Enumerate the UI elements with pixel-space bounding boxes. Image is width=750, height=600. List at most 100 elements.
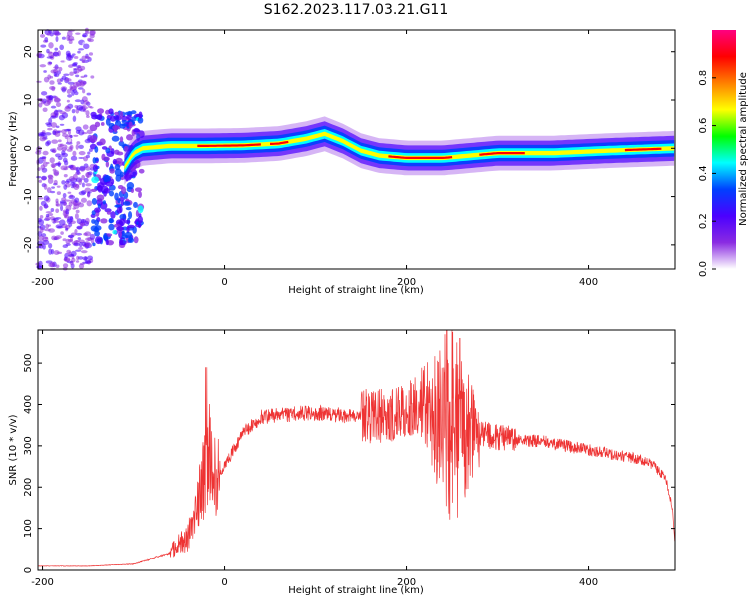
onset-blob: [134, 187, 143, 192]
onset-blob: [101, 146, 108, 150]
onset-blob: [118, 140, 125, 147]
noise-blob: [60, 231, 64, 235]
noise-blob: [68, 195, 76, 200]
noise-blob: [69, 71, 74, 76]
onset-blob: [119, 239, 127, 246]
noise-blob: [47, 127, 53, 131]
onset-blob: [105, 181, 114, 187]
noise-blob: [78, 87, 84, 90]
onset-blob: [108, 218, 115, 224]
spectrogram-ticks: -200 0 200 400 -20 -10 0 10 20: [23, 30, 675, 288]
noise-blob: [36, 265, 44, 269]
noise-blob: [65, 105, 70, 109]
noise-blob: [56, 146, 63, 151]
noise-blob: [76, 169, 80, 175]
noise-blob: [53, 96, 59, 99]
noise-blob: [83, 220, 90, 227]
noise-blob: [59, 111, 67, 115]
onset-blob: [138, 191, 142, 199]
noise-blob: [72, 115, 77, 122]
noise-blob: [86, 200, 93, 207]
noise-blob: [42, 150, 49, 156]
onset-blob: [138, 111, 143, 119]
noise-blob: [84, 55, 91, 59]
noise-blob: [73, 242, 80, 247]
noise-blob: [72, 63, 77, 67]
snr-panel: -200 0 200 400 0 100 200 300 400 500 Height of st…: [8, 329, 676, 596]
noise-blob: [41, 99, 45, 105]
onset-blob: [124, 219, 131, 224]
noise-blob: [59, 44, 65, 51]
snr-ticks: -200 0 200 400 0 100 200 300 400 500: [23, 330, 675, 588]
onset-blob: [105, 161, 110, 168]
noise-blob: [47, 177, 54, 184]
onset-blob: [92, 242, 96, 247]
onset-blob: [91, 176, 99, 184]
noise-blob: [39, 226, 44, 233]
onset-blob: [91, 198, 98, 205]
noise-blob: [72, 150, 77, 157]
noise-blob: [65, 180, 70, 184]
figure-title: S162.2023.117.03.21.G11: [264, 2, 449, 18]
noise-blob: [56, 225, 64, 229]
spectrogram-xtick-label: 400: [579, 277, 598, 288]
noise-blob: [36, 80, 42, 83]
noise-blob: [53, 66, 60, 69]
onset-blob: [119, 213, 127, 220]
noise-blob: [77, 50, 81, 54]
noise-blob: [82, 256, 88, 261]
onset-blob: [117, 198, 121, 204]
onset-blob: [103, 234, 108, 241]
noise-blob: [66, 249, 72, 254]
onset-blob: [96, 194, 105, 201]
onset-blob: [133, 129, 141, 133]
snr-ylabel: SNR (10 * v/v): [8, 414, 19, 485]
noise-blob: [81, 174, 86, 181]
noise-blob: [63, 201, 67, 207]
noise-blob: [40, 131, 46, 137]
noise-blob: [44, 132, 52, 136]
onset-blob: [133, 201, 138, 209]
onset-blob: [108, 190, 115, 197]
onset-blob: [89, 134, 98, 143]
noise-blob: [82, 261, 88, 264]
onset-blob: [97, 203, 101, 209]
snr-ytick-label: 100: [23, 519, 34, 538]
noise-blob: [61, 75, 67, 80]
noise-blob: [78, 156, 85, 159]
ridge-core: [388, 155, 453, 159]
onset-blob: [90, 188, 97, 192]
noise-blob: [67, 136, 72, 143]
noise-blob: [76, 67, 83, 73]
noise-blob: [81, 241, 87, 247]
noise-blob: [80, 99, 85, 105]
noise-blob: [62, 263, 69, 268]
noise-blob: [53, 220, 60, 223]
noise-blob: [83, 232, 88, 236]
noise-blob: [58, 66, 63, 72]
noise-blob: [45, 213, 50, 218]
noise-blob: [48, 117, 53, 125]
noise-blob: [67, 239, 73, 242]
noise-blob: [75, 232, 83, 236]
spectrogram-xtick-label: 200: [397, 277, 416, 288]
noise-blob: [63, 160, 69, 166]
onset-blob: [121, 230, 125, 237]
noise-blob: [87, 151, 91, 155]
onset-blob: [94, 158, 99, 162]
noise-blob: [65, 243, 71, 247]
noise-blob: [36, 246, 42, 249]
ridge-band: [124, 129, 675, 173]
noise-blob: [86, 171, 90, 179]
spectrogram-ytick-label: -20: [23, 237, 34, 253]
onset-blob: [94, 236, 103, 245]
noise-blob: [65, 227, 69, 231]
noise-blob: [39, 215, 44, 219]
onset-blob: [118, 196, 125, 202]
noise-blob: [52, 51, 60, 57]
noise-blob: [80, 197, 88, 203]
noise-blob: [55, 203, 61, 207]
noise-blob: [73, 203, 80, 209]
noise-blob: [42, 157, 46, 162]
onset-blob: [119, 218, 126, 227]
